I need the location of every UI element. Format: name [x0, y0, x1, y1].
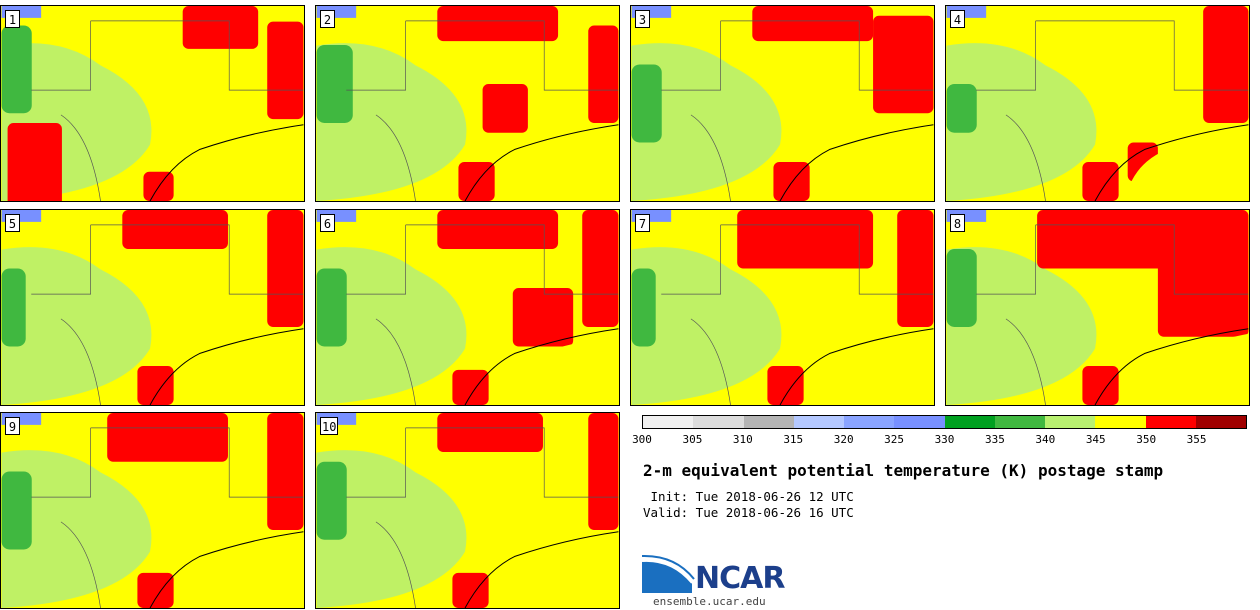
- colorbar-swatch: [743, 416, 794, 428]
- ensemble-member-panel: 6: [315, 209, 620, 406]
- colorbar-tick-label: 350: [1136, 433, 1157, 446]
- colorbar-swatch: [1045, 416, 1096, 428]
- theta-e-map: [1, 413, 304, 608]
- member-number: 1: [5, 10, 20, 28]
- colorbar-tick-label: 315: [783, 433, 804, 446]
- theta-e-map: [316, 6, 619, 201]
- ensemble-member-panel: 7: [630, 209, 935, 406]
- ensemble-member-panel: 3: [630, 5, 935, 202]
- colorbar-swatch: [1195, 416, 1246, 428]
- member-number: 10: [320, 417, 339, 435]
- colorbar: [642, 415, 1247, 429]
- colorbar-swatch: [844, 416, 895, 428]
- colorbar-tick-label: 305: [682, 433, 703, 446]
- theta-e-map: [316, 210, 619, 405]
- colorbar-tick-label: 300: [632, 433, 652, 446]
- valid-time: Valid: Tue 2018-06-26 16 UTC: [643, 505, 854, 520]
- ensemble-member-panel: 4: [945, 5, 1250, 202]
- colorbar-tick-label: 340: [1035, 433, 1056, 446]
- colorbar-swatch: [1095, 416, 1146, 428]
- colorbar-swatch: [944, 416, 995, 428]
- theta-e-map: [1, 6, 304, 201]
- theta-e-map: [946, 210, 1249, 405]
- member-number: 4: [950, 10, 965, 28]
- theta-e-map: [631, 6, 934, 201]
- member-number: 9: [5, 417, 20, 435]
- ensemble-member-panel: 10: [315, 412, 620, 609]
- theta-e-map: [316, 413, 619, 608]
- colorbar-tick-label: 325: [884, 433, 905, 446]
- ensemble-member-panel: 1: [0, 5, 305, 202]
- colorbar-swatch: [793, 416, 844, 428]
- theta-e-map: [946, 6, 1249, 201]
- colorbar-tick-label: 330: [934, 433, 955, 446]
- ncar-logo-text: NCAR: [695, 561, 785, 596]
- theta-e-map: [1, 210, 304, 405]
- member-number: 8: [950, 214, 965, 232]
- colorbar-swatch: [643, 416, 694, 428]
- figure-title: 2-m equivalent potential temperature (K)…: [643, 461, 1164, 480]
- member-number: 7: [635, 214, 650, 232]
- colorbar-ticks: 300 305 310 315 320 325 330 335 340 345 350 355: [632, 433, 1247, 447]
- member-number: 5: [5, 214, 20, 232]
- ensemble-member-panel: 2: [315, 5, 620, 202]
- member-number: 2: [320, 10, 335, 28]
- colorbar-swatch: [693, 416, 744, 428]
- ncar-logo-icon: [642, 554, 695, 593]
- member-number: 6: [320, 214, 335, 232]
- init-time: Init: Tue 2018-06-26 12 UTC: [643, 489, 854, 504]
- colorbar-tick-label: 335: [984, 433, 1005, 446]
- colorbar-tick-label: 345: [1085, 433, 1106, 446]
- theta-e-map: [631, 210, 934, 405]
- ensemble-member-panel: 9: [0, 412, 305, 609]
- colorbar-swatch: [1145, 416, 1196, 428]
- ensemble-member-panel: 5: [0, 209, 305, 406]
- member-number: 3: [635, 10, 650, 28]
- colorbar-swatch: [894, 416, 945, 428]
- website-url: ensemble.ucar.edu: [653, 595, 766, 608]
- colorbar-tick-label: 320: [833, 433, 854, 446]
- colorbar-tick-label: 355: [1186, 433, 1207, 446]
- ensemble-member-panel: 8: [945, 209, 1250, 406]
- colorbar-tick-label: 310: [732, 433, 753, 446]
- colorbar-swatch: [994, 416, 1045, 428]
